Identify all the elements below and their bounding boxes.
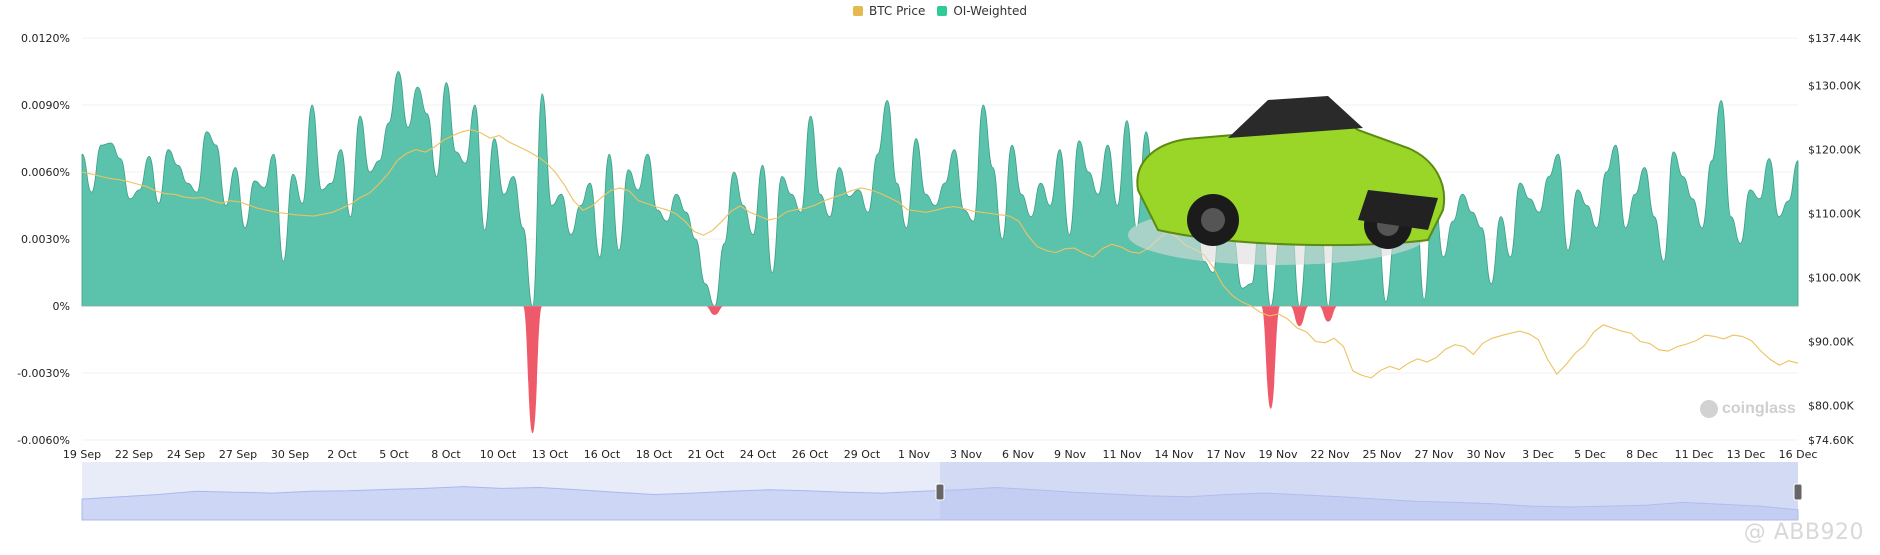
btc-price-line [81, 129, 1799, 379]
x-tick-label: 22 Sep [115, 448, 153, 461]
x-tick-label: 16 Oct [584, 448, 621, 461]
legend-label: OI-Weighted [953, 4, 1027, 18]
x-tick-label: 29 Oct [844, 448, 881, 461]
x-tick-label: 16 Dec [1779, 448, 1818, 461]
x-tick-label: 8 Dec [1626, 448, 1658, 461]
y-right-tick-label: $120.00K [1808, 144, 1861, 157]
navigator-series [81, 486, 1799, 521]
navigator-handle-left[interactable] [935, 483, 945, 501]
x-tick-label: 5 Oct [379, 448, 409, 461]
coinglass-logo: coinglass [1700, 400, 1796, 418]
x-tick-label: 19 Nov [1259, 448, 1298, 461]
x-tick-label: 30 Sep [271, 448, 309, 461]
x-tick-label: 26 Oct [792, 448, 829, 461]
x-tick-label: 30 Nov [1467, 448, 1506, 461]
watermark: @ ABB920 [1743, 520, 1864, 545]
y-left-tick-label: 0% [53, 300, 70, 313]
y-right-tick-label: $110.00K [1808, 208, 1861, 221]
y-right-tick-label: $137.44K [1808, 32, 1861, 45]
x-tick-label: 21 Oct [688, 448, 725, 461]
y-left-tick-label: 0.0030% [21, 233, 70, 246]
x-tick-label: 22 Nov [1311, 448, 1350, 461]
chart-legend: BTC Price OI-Weighted [0, 4, 1880, 19]
x-tick-label: 13 Oct [532, 448, 569, 461]
x-tick-label: 3 Dec [1522, 448, 1554, 461]
legend-swatch [937, 6, 948, 16]
legend-swatch [853, 6, 864, 16]
legend-label: BTC Price [869, 4, 926, 18]
x-tick-label: 18 Oct [636, 448, 673, 461]
sports-car-image [1128, 96, 1445, 265]
brand-text: coinglass [1722, 400, 1796, 418]
x-tick-label: 11 Nov [1103, 448, 1142, 461]
x-tick-label: 17 Nov [1207, 448, 1246, 461]
x-tick-label: 14 Nov [1155, 448, 1194, 461]
x-tick-label: 5 Dec [1574, 448, 1606, 461]
x-tick-label: 27 Nov [1415, 448, 1454, 461]
y-left-tick-label: -0.0060% [17, 434, 70, 447]
y-left-tick-label: -0.0030% [17, 367, 70, 380]
oi-weighted-positive-area [81, 71, 1799, 307]
car-cockpit [1228, 96, 1363, 138]
x-tick-label: 8 Oct [431, 448, 461, 461]
x-tick-label: 9 Nov [1054, 448, 1086, 461]
y-right-tick-label: $90.00K [1808, 335, 1854, 348]
x-tick-label: 25 Nov [1363, 448, 1402, 461]
y-right-tick-label: $74.60K [1808, 434, 1854, 447]
x-tick-label: 27 Sep [219, 448, 257, 461]
x-tick-label: 10 Oct [480, 448, 517, 461]
y-left-tick-label: 0.0090% [21, 99, 70, 112]
car-rim-rear [1201, 208, 1225, 232]
x-tick-label: 2 Oct [327, 448, 357, 461]
x-tick-label: 13 Dec [1727, 448, 1766, 461]
y-right-tick-label: $130.00K [1808, 80, 1861, 93]
y-right-tick-label: $100.00K [1808, 272, 1861, 285]
y-right-tick-label: $80.00K [1808, 399, 1854, 412]
x-tick-label: 6 Nov [1002, 448, 1034, 461]
legend-item-btc-price[interactable]: BTC Price [853, 4, 925, 18]
x-tick-label: 3 Nov [950, 448, 982, 461]
x-tick-label: 24 Oct [740, 448, 777, 461]
x-tick-label: 11 Dec [1675, 448, 1714, 461]
navigator-handle-right[interactable] [1793, 483, 1803, 501]
x-tick-label: 24 Sep [167, 448, 205, 461]
oi-weighted-negative-area [82, 306, 1798, 434]
coinglass-icon [1700, 400, 1718, 418]
y-left-tick-label: 0.0060% [21, 166, 70, 179]
x-tick-label: 1 Nov [898, 448, 930, 461]
car-front-intake [1358, 190, 1438, 230]
legend-item-oi-weighted[interactable]: OI-Weighted [937, 4, 1027, 18]
y-left-tick-label: 0.0120% [21, 32, 70, 45]
navigator-selection [940, 462, 1798, 520]
x-tick-label: 19 Sep [63, 448, 101, 461]
